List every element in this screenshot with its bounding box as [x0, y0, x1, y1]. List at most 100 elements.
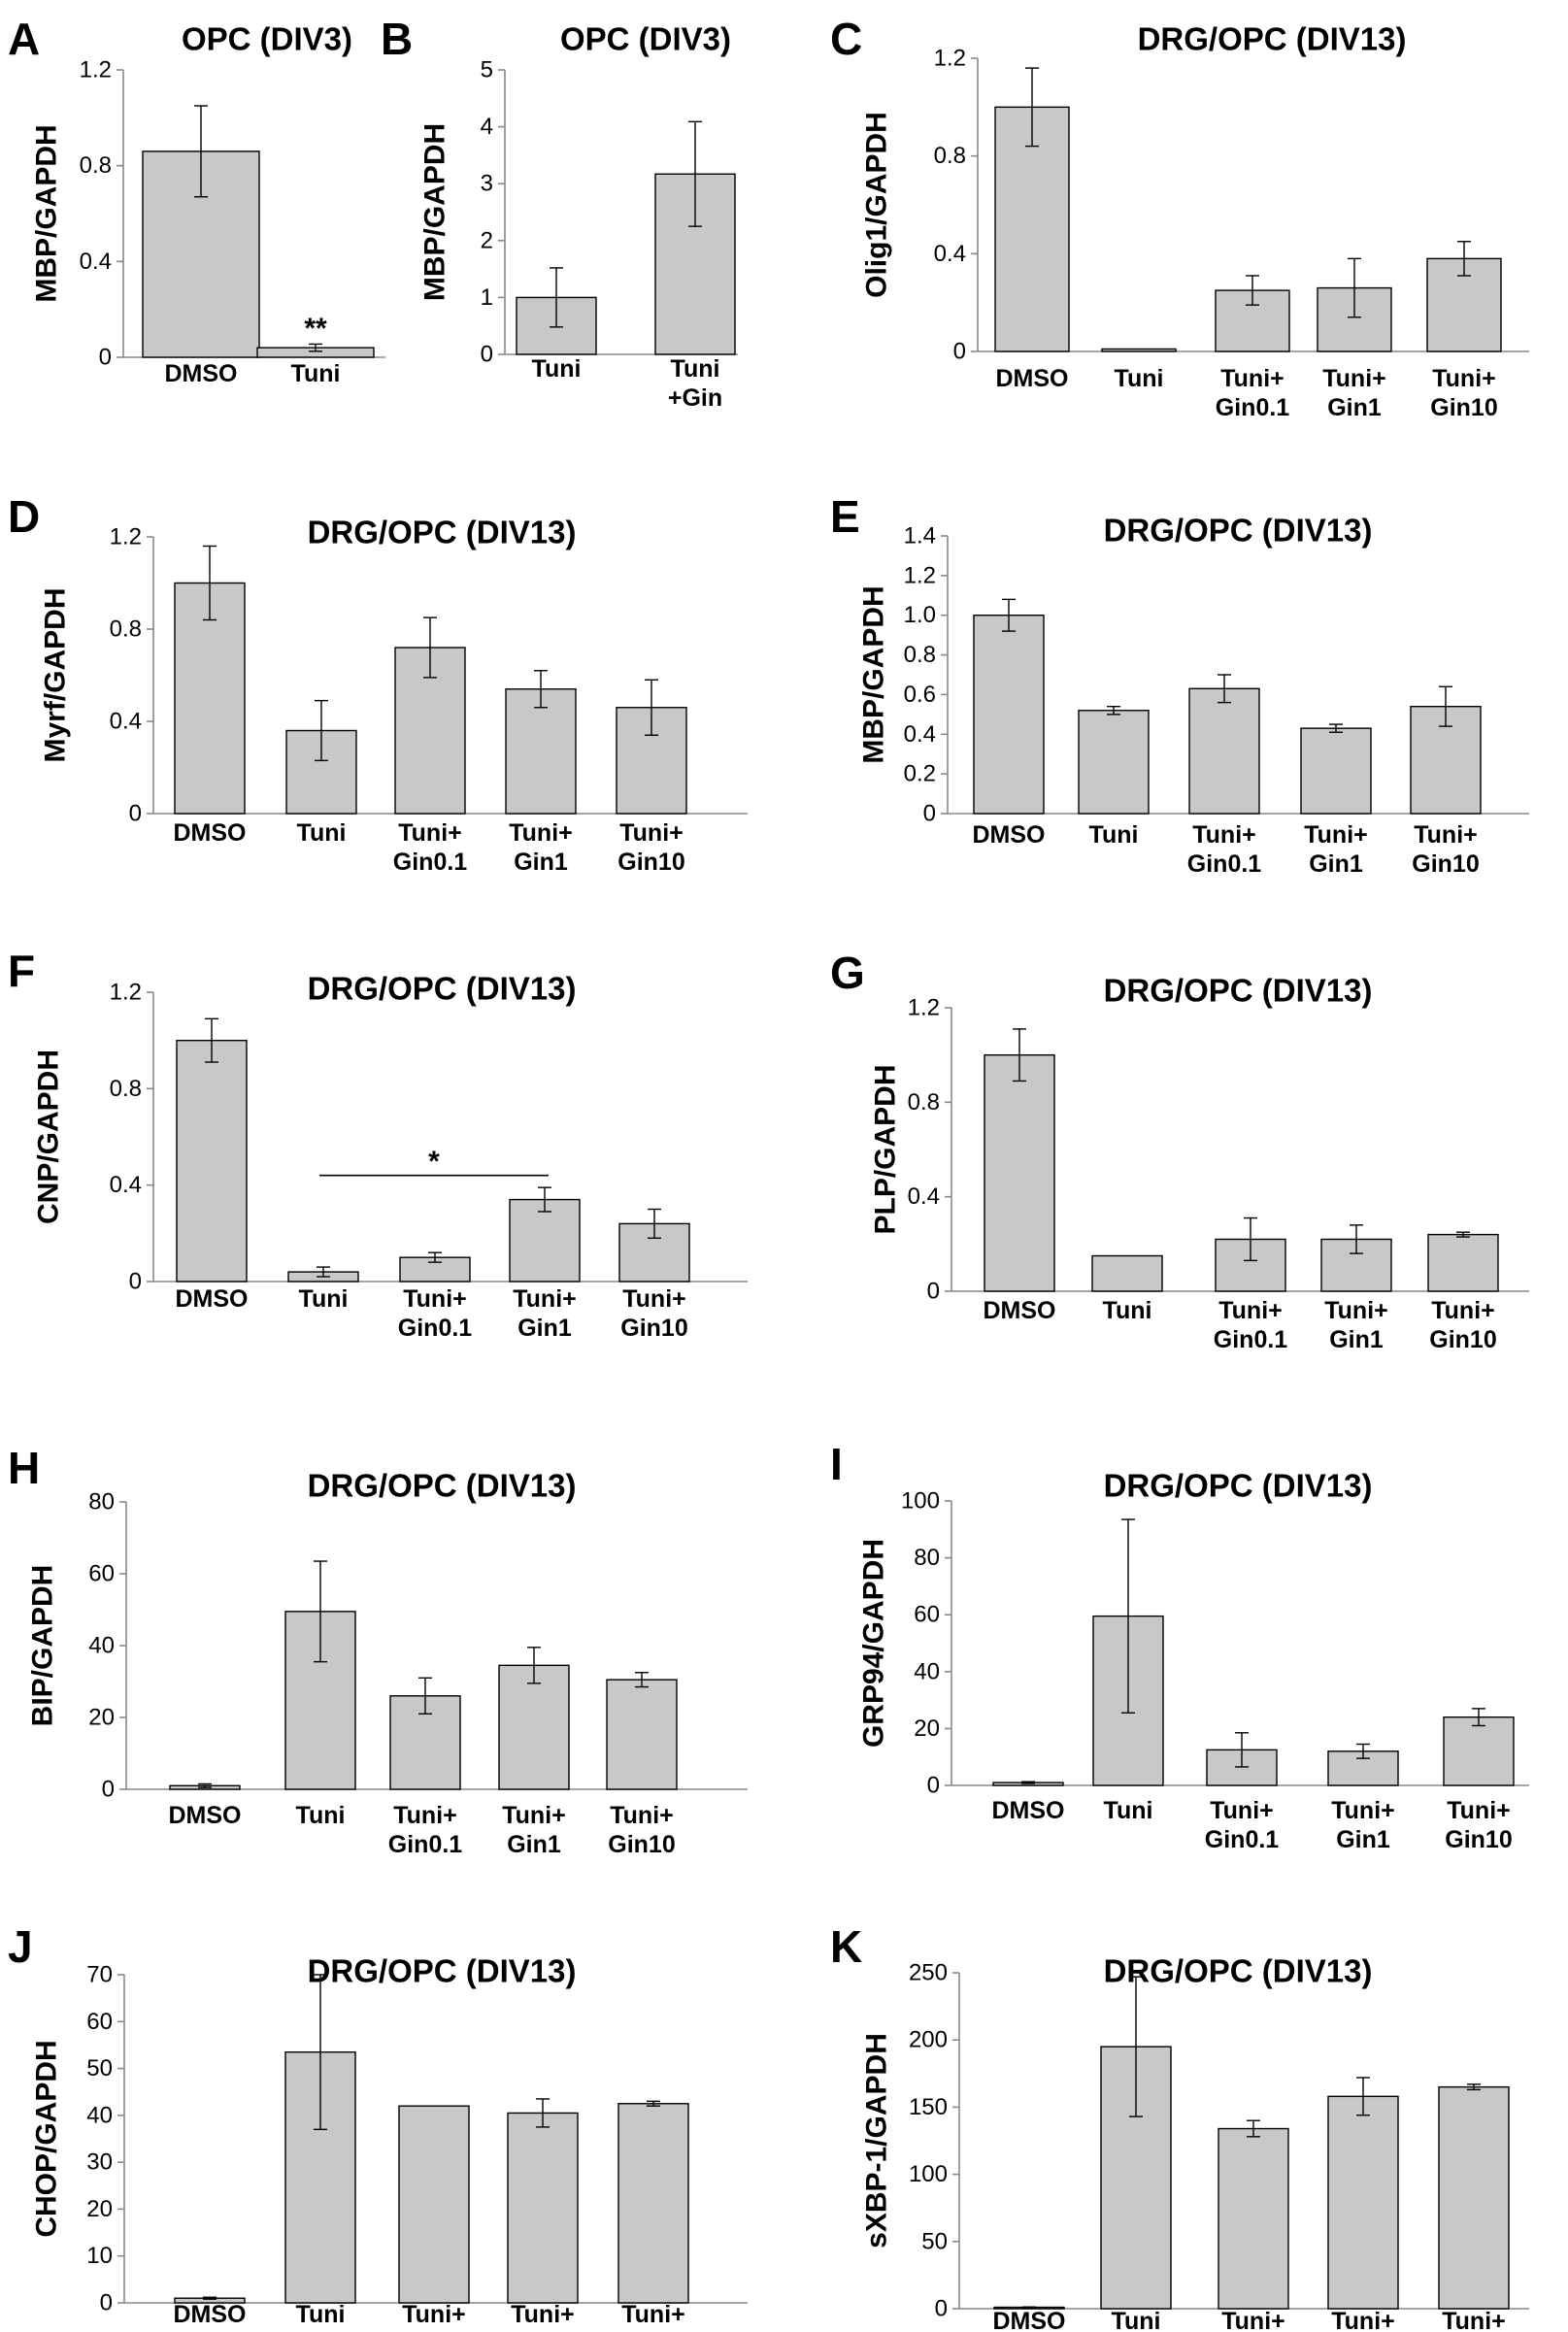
error-bar: [1439, 685, 1452, 727]
y-tick-label: 1.0: [904, 602, 936, 628]
category-label: Gin10: [1429, 1326, 1496, 1353]
category-label: Gin0.1: [1187, 850, 1262, 878]
error-bar: [1022, 2306, 1036, 2309]
y-tick-label: 0.4: [904, 721, 936, 748]
bar: [509, 1198, 581, 1283]
error-bar: [550, 267, 563, 328]
category-label: Tuni+: [1324, 1297, 1388, 1324]
error-bar: [1356, 1743, 1370, 1759]
y-tick-label: 70: [86, 1962, 113, 1988]
error-bar: [648, 1208, 661, 1240]
category-label: DMSO: [165, 360, 238, 387]
y-tick-label: 50: [86, 2055, 113, 2082]
error-bar: [1013, 1028, 1026, 1083]
category-label: Tuni+: [1331, 1797, 1395, 1824]
category-label: Gin1: [517, 1315, 572, 1342]
category-label: Tuni+: [393, 1802, 457, 1829]
category-label: Tuni+: [1322, 365, 1386, 392]
y-tick-label: 60: [914, 1602, 940, 1628]
error-bar: [314, 1560, 327, 1663]
category-label: DMSO: [992, 1797, 1065, 1824]
error-bar: [1218, 674, 1231, 704]
panel-i: I DRG/OPC (DIV13) GRP94/GAPDH 0 20 40 60 80 100 D…: [830, 1439, 1529, 1853]
error-bar: [688, 120, 702, 227]
category-label: Gin10: [620, 1315, 687, 1342]
y-tick-label: 40: [914, 1658, 940, 1684]
error-bar: [1356, 2077, 1370, 2116]
chart-title: DRG/OPC (DIV13): [308, 1468, 577, 1504]
category-label: Tuni: [296, 1802, 346, 1829]
category-label: DMSO: [176, 1285, 249, 1313]
category-label: Tuni+: [1192, 821, 1256, 849]
y-tick-label: 1.2: [80, 57, 112, 83]
bar: [176, 1039, 248, 1283]
error-bar: [205, 1017, 218, 1063]
y-tick-label: 80: [88, 1489, 115, 1516]
panel-label: D: [8, 491, 40, 542]
y-tick-label: 1.2: [110, 524, 142, 550]
y-tick-label: 250: [909, 1960, 948, 1986]
category-label: Tuni: [1112, 2308, 1161, 2332]
panel-h: H DRG/OPC (DIV13) BIP/GAPDH 0 20 40 60 80 DMSO Tu…: [8, 1443, 748, 1858]
category-label: Gin0.1: [1214, 1326, 1288, 1353]
chart-title: DRG/OPC (DIV13): [308, 971, 577, 1007]
significance-marker: *: [428, 1146, 440, 1178]
y-axis-label: MBP/GAPDH: [31, 124, 63, 302]
y-axis-label: BIP/GAPDH: [27, 1565, 59, 1727]
category-label: Tuni+: [1331, 2308, 1395, 2332]
y-tick-label: 0: [953, 339, 966, 365]
y-tick-label: 1.2: [934, 46, 966, 72]
category-label: Tuni+: [1210, 1797, 1274, 1824]
y-tick-label: 150: [909, 2094, 948, 2120]
category-label: Gin10: [619, 2330, 686, 2332]
category-label: Gin1: [507, 1831, 561, 1858]
y-axis-label: CNP/GAPDH: [33, 1049, 65, 1224]
panel-label: E: [830, 491, 860, 542]
category-label: Tuni+: [1218, 1297, 1283, 1324]
chart-title: DRG/OPC (DIV13): [308, 1953, 577, 1989]
y-tick-label: 0: [481, 342, 493, 368]
y-tick-label: 1.4: [904, 523, 936, 550]
error-bar: [647, 2100, 660, 2107]
bar: [606, 1679, 678, 1790]
category-label: Gin0.1: [398, 1315, 473, 1342]
error-bar: [203, 545, 217, 621]
bar: [1091, 1254, 1163, 1292]
y-tick-label: 0.4: [934, 241, 966, 267]
y-tick-label: 20: [86, 2196, 113, 2222]
bar: [1215, 289, 1290, 352]
error-bar: [423, 616, 437, 679]
category-label: Tuni: [532, 355, 582, 383]
y-tick-label: 0.8: [908, 1089, 940, 1116]
category-label: Gin10: [1445, 1826, 1512, 1853]
category-label: DMSO: [973, 821, 1046, 849]
category-label: Gin10: [617, 849, 684, 876]
error-bar: [1021, 1781, 1035, 1784]
panel-k: K DRG/OPC (DIV13) sXBP-1/GAPDH 0 50 100 150 200…: [830, 1921, 1529, 2332]
category-label: DMSO: [174, 2301, 247, 2328]
category-label: Tuni+: [1414, 821, 1478, 849]
y-axis-label: PLP/GAPDH: [870, 1064, 902, 1234]
category-label: Tuni: [1115, 365, 1164, 392]
category-label: Gin1: [1336, 1826, 1390, 1853]
bar: [1427, 1233, 1499, 1292]
category-label: Gin1: [1329, 1326, 1384, 1353]
error-bar: [1129, 1976, 1143, 2117]
category-label: Tuni: [1103, 1297, 1152, 1324]
y-tick-label: 0: [923, 801, 936, 827]
error-bar: [1348, 257, 1361, 318]
bar: [973, 615, 1045, 815]
chart-title: DRG/OPC (DIV13): [308, 515, 577, 550]
category-label: DMSO: [169, 1802, 242, 1829]
chart-title: OPC (DIV3): [182, 21, 352, 57]
category-label: Tuni: [297, 819, 347, 847]
error-bar: [1350, 1224, 1363, 1254]
error-bar: [536, 2098, 550, 2128]
error-bar: [203, 2296, 217, 2300]
category-label: Tuni: [291, 360, 341, 387]
category-label: Tuni+: [502, 1802, 566, 1829]
panel-label: J: [8, 1921, 33, 1972]
y-tick-label: 1.2: [904, 562, 936, 588]
category-label: DMSO: [984, 1297, 1056, 1324]
